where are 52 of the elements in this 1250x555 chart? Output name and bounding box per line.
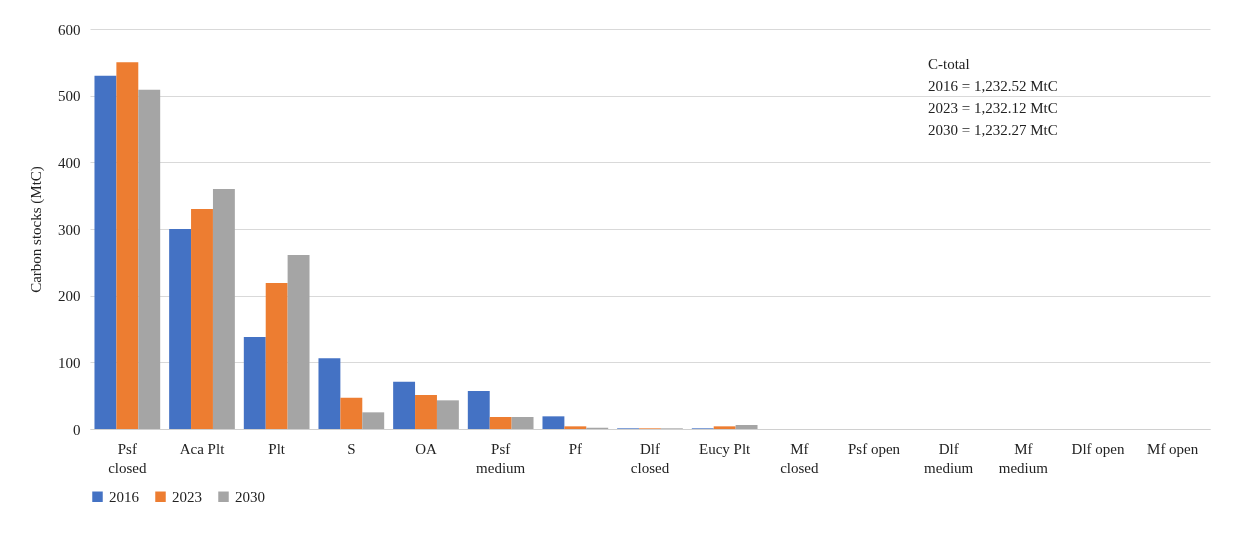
bar (287, 255, 310, 429)
x-tick-label: Dlf closed (630, 440, 670, 476)
x-tick-label: S (347, 440, 356, 457)
bar (340, 397, 363, 429)
bar (511, 417, 534, 429)
annotation: 2016 = 1,232.52 MtC (928, 78, 1058, 94)
bar (94, 75, 117, 429)
y-tick-label: 500 (58, 88, 81, 105)
bar (467, 391, 490, 429)
bar (564, 426, 587, 429)
y-tick-label: 400 (58, 154, 81, 171)
annotation: C-total (928, 56, 970, 72)
y-tick-label: 600 (58, 21, 81, 38)
bar (735, 425, 758, 429)
bar (713, 426, 736, 429)
x-tick-label: Mf medium (998, 440, 1049, 476)
bar (393, 381, 416, 429)
y-axis-title: Carbon stocks (MtC) (28, 166, 45, 293)
x-tick-label: Eucy Plt (699, 440, 752, 457)
y-tick-label: 100 (58, 354, 81, 371)
bar (362, 412, 385, 429)
x-tick-label: Plt (268, 440, 286, 457)
x-tick-label: Mf closed (780, 440, 819, 476)
bar (191, 209, 213, 429)
x-tick-label: Psf closed (108, 440, 147, 476)
x-tick-label: Dlf medium (924, 440, 974, 476)
x-tick-label: Dlf open (1071, 440, 1125, 457)
annotation: 2030 = 1,232.27 MtC (928, 122, 1058, 138)
bar (138, 89, 161, 429)
annotation: 2023 = 1,232.12 MtC (928, 100, 1058, 116)
x-tick-label: Pf (568, 440, 583, 457)
legend-label: 2016 (109, 488, 140, 505)
bar (489, 417, 512, 429)
x-tick-label: Psf open (847, 440, 901, 457)
legend-label: 2023 (172, 488, 202, 505)
x-tick-label: Mf open (1147, 440, 1199, 457)
y-tick-label: 0 (73, 421, 81, 438)
bar (318, 358, 341, 429)
bar (265, 283, 288, 429)
bar (169, 229, 192, 429)
bar (542, 416, 565, 429)
x-tick-label: OA (415, 440, 437, 457)
x-tick-label: Aca Plt (179, 440, 226, 457)
bar (415, 395, 437, 429)
bar (436, 400, 459, 429)
y-tick-label: 200 (58, 288, 81, 305)
legend-label: 2030 (235, 488, 265, 505)
x-tick-label: Psf medium (476, 440, 526, 476)
bar (116, 62, 139, 429)
bar (243, 337, 266, 429)
bar (212, 189, 235, 429)
y-tick-label: 300 (58, 221, 81, 238)
